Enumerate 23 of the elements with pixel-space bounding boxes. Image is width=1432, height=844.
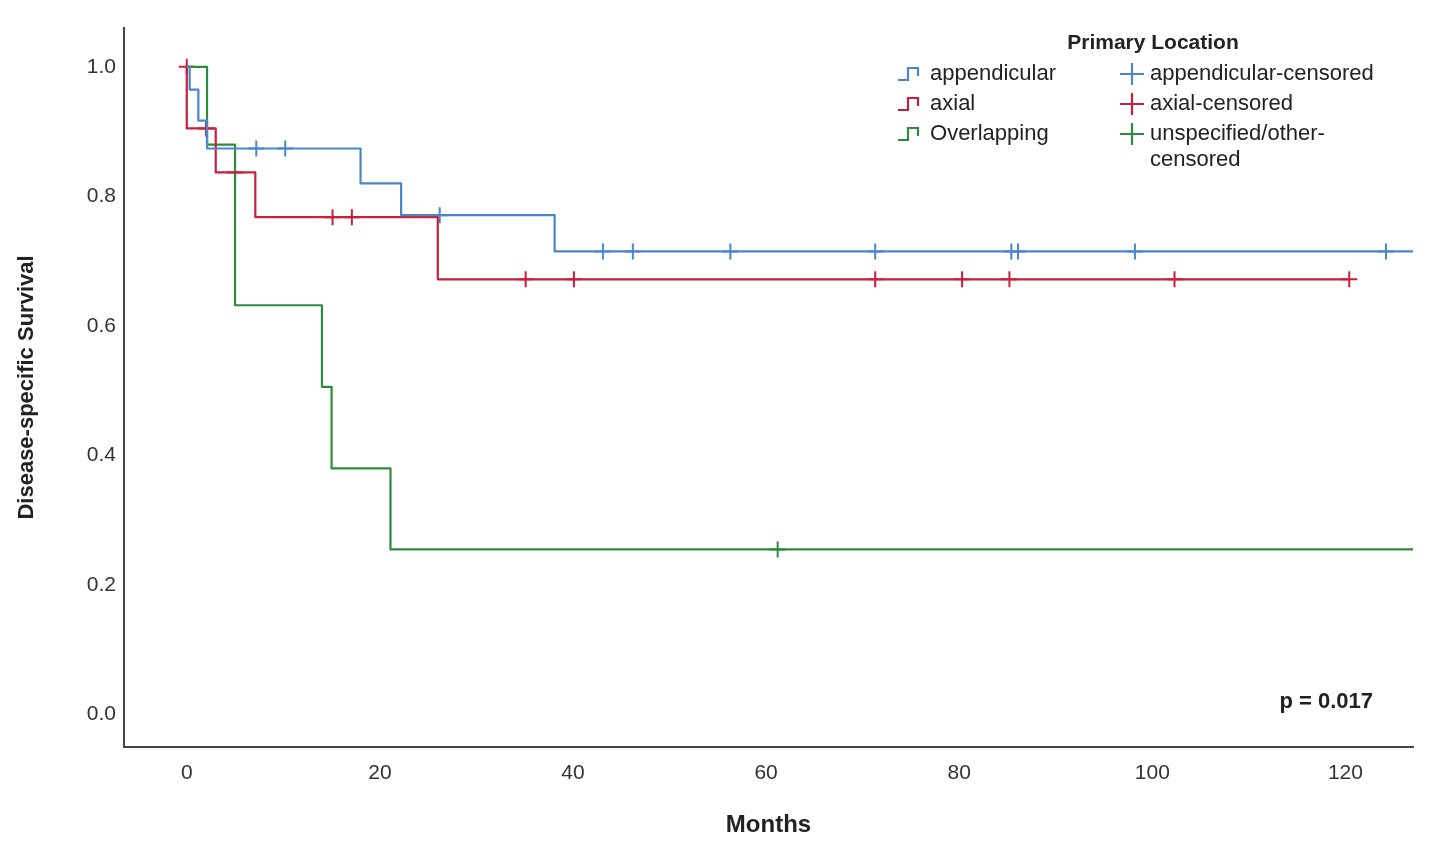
x-tick-label: 60 (754, 760, 778, 784)
legend-label: axial-censored (1150, 90, 1294, 116)
legend-label: unspecified/other-censored (1150, 120, 1326, 172)
legend-label: axial (930, 90, 976, 116)
x-tick-label: 20 (368, 760, 392, 784)
y-tick-label: 0.2 (86, 571, 116, 595)
x-tick-label: 100 (1134, 760, 1170, 784)
y-tick-label: 0.8 (86, 183, 116, 207)
x-tick-label: 0 (180, 760, 193, 784)
legend-title: Primary Location (1066, 30, 1240, 54)
y-tick-label: 0.6 (86, 312, 116, 336)
x-tick-label: 40 (561, 760, 585, 784)
x-tick-label: 120 (1327, 760, 1363, 784)
y-axis-title: Disease-specific Survival (13, 255, 39, 520)
legend-label: Overlapping (930, 120, 1049, 146)
y-tick-label: 0.4 (86, 442, 117, 466)
legend-label: appendicular-censored (1150, 60, 1374, 86)
x-tick-label: 80 (947, 760, 971, 784)
annotation: p = 0.017 (1279, 688, 1373, 714)
y-tick-label: 1.0 (86, 53, 116, 77)
legend-label: appendicular (930, 60, 1056, 86)
x-axis-title: Months (725, 810, 812, 838)
y-tick-label: 0.0 (86, 701, 116, 725)
